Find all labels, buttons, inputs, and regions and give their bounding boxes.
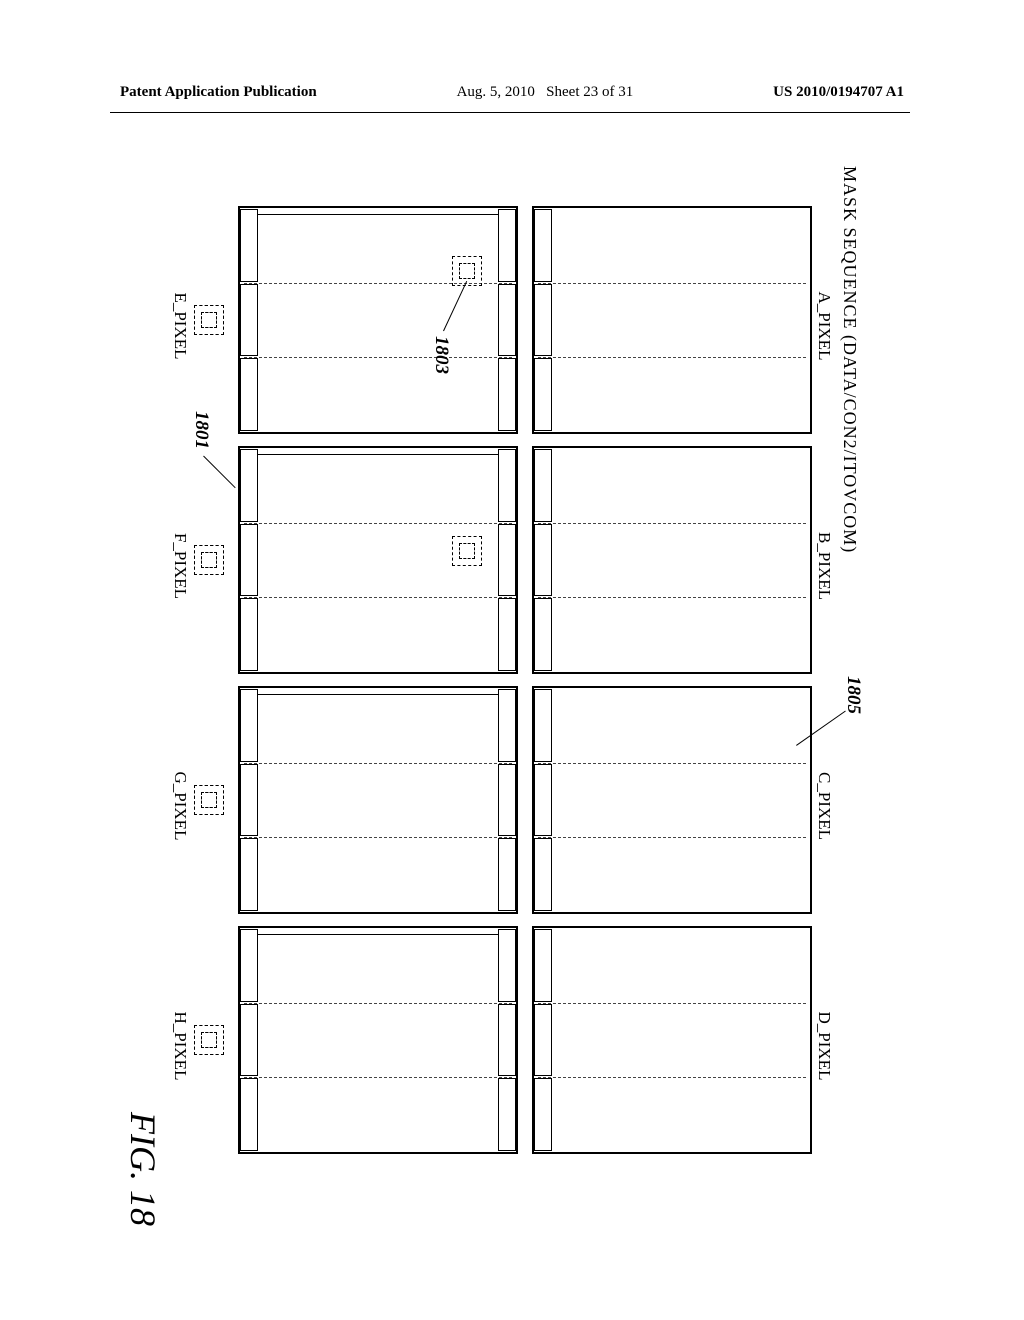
pixel-f xyxy=(238,446,518,674)
figure-18: MASK SEQUENCE (DATA/CON2/ITOVCOM) A_PIXE… xyxy=(192,156,832,1216)
aperture-strip xyxy=(792,208,810,432)
pixel-d xyxy=(532,926,812,1154)
contact-icon xyxy=(194,305,224,335)
figure-rotated-wrap: MASK SEQUENCE (DATA/CON2/ITOVCOM) A_PIXE… xyxy=(192,156,832,1216)
figure-caption: FIG. 18 xyxy=(122,1112,164,1226)
pixel-row-bottom xyxy=(238,206,518,1154)
aperture-strip xyxy=(534,208,552,432)
ref-1801: 1801 xyxy=(190,411,212,449)
header-rule xyxy=(110,112,910,113)
label-a-pixel: A_PIXEL xyxy=(814,206,834,446)
pixel-g xyxy=(238,686,518,914)
ref-1805: 1805 xyxy=(842,676,864,714)
page: Patent Application Publication Aug. 5, 2… xyxy=(0,0,1024,1320)
contact-icon xyxy=(194,1025,224,1055)
label-f-pixel: F_PIXEL xyxy=(170,446,190,686)
label-c-pixel: C_PIXEL xyxy=(814,686,834,926)
top-pixel-labels: A_PIXEL B_PIXEL C_PIXEL D_PIXEL xyxy=(814,206,834,1166)
ref-1803: 1803 xyxy=(430,336,452,374)
figure-title: MASK SEQUENCE (DATA/CON2/ITOVCOM) xyxy=(839,166,860,553)
contact-icon xyxy=(194,545,224,575)
pixel-a xyxy=(532,206,812,434)
header-pubno: US 2010/0194707 A1 xyxy=(773,84,904,101)
label-d-pixel: D_PIXEL xyxy=(814,926,834,1166)
pixel-b xyxy=(532,446,812,674)
label-b-pixel: B_PIXEL xyxy=(814,446,834,686)
pixel-row-top xyxy=(532,206,812,1154)
page-header: Patent Application Publication Aug. 5, 2… xyxy=(0,84,1024,101)
label-e-pixel: E_PIXEL xyxy=(170,206,190,446)
pixel-h xyxy=(238,926,518,1154)
label-g-pixel: G_PIXEL xyxy=(170,686,190,926)
contact-icon xyxy=(194,785,224,815)
header-date: Aug. 5, 2010 Sheet 23 of 31 xyxy=(457,84,634,101)
pixel-e xyxy=(238,206,518,434)
bottom-pixel-labels: E_PIXEL F_PIXEL G_PIXEL H_PIXEL xyxy=(170,206,190,1166)
label-h-pixel: H_PIXEL xyxy=(170,926,190,1166)
pixel-grid xyxy=(224,206,812,1154)
pixel-c xyxy=(532,686,812,914)
header-left: Patent Application Publication xyxy=(120,84,317,101)
